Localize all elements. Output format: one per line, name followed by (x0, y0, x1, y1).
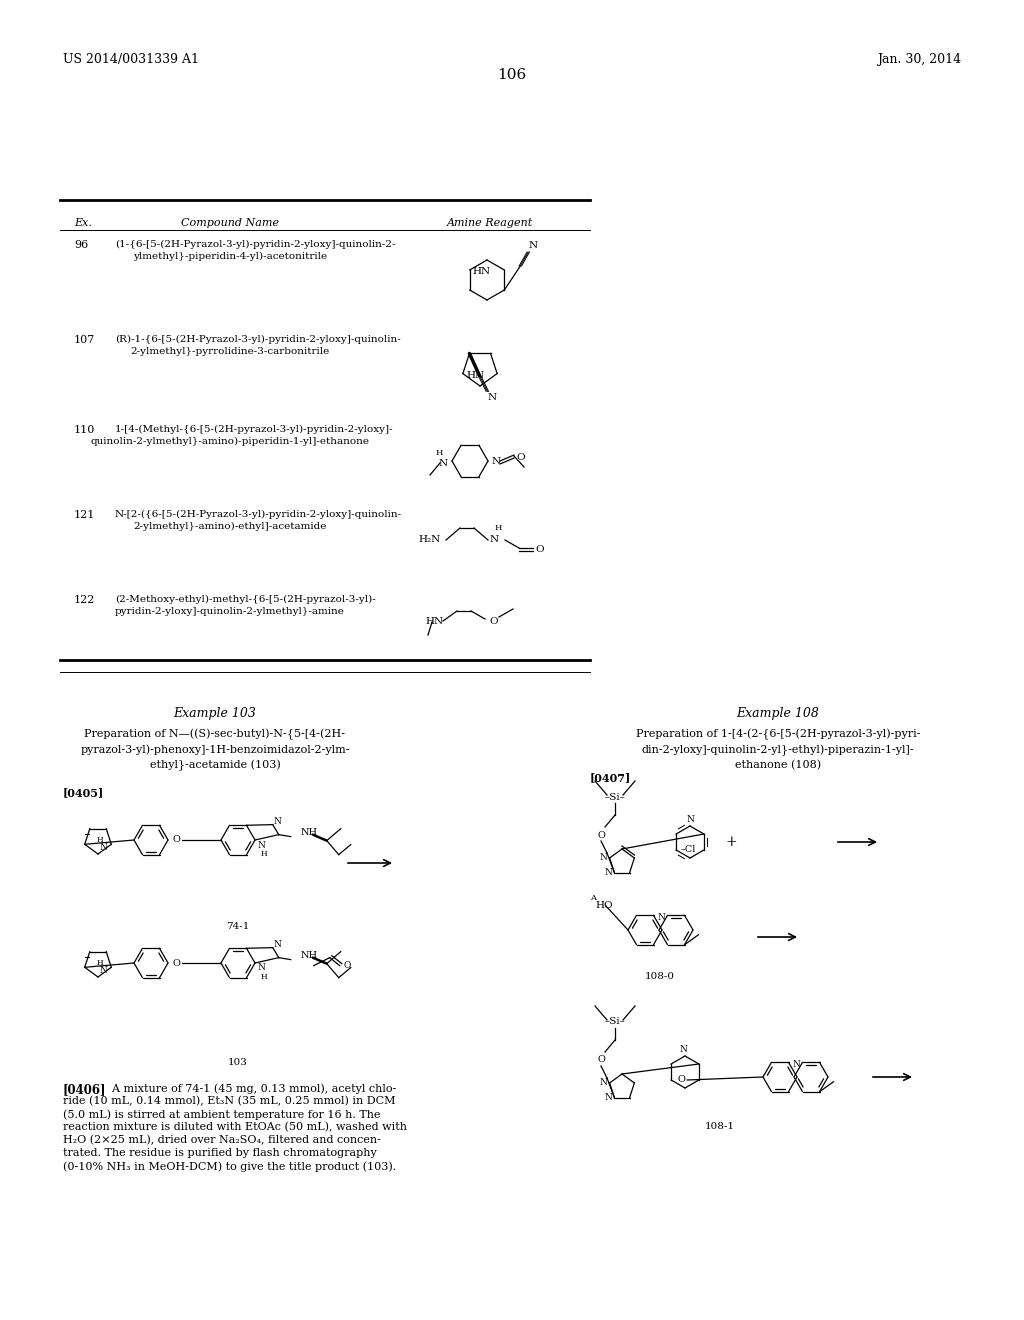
Text: N: N (492, 457, 501, 466)
Text: pyridin-2-yloxy]-quinolin-2-ylmethyl}-amine: pyridin-2-yloxy]-quinolin-2-ylmethyl}-am… (115, 607, 345, 616)
Text: US 2014/0031339 A1: US 2014/0031339 A1 (63, 53, 199, 66)
Text: O: O (597, 1056, 605, 1064)
Text: (0-10% NH₃ in MeOH-DCM) to give the title product (103).: (0-10% NH₃ in MeOH-DCM) to give the titl… (63, 1162, 396, 1172)
Text: N: N (679, 1045, 687, 1053)
Text: H: H (97, 837, 103, 845)
Text: H: H (261, 850, 267, 858)
Text: ylmethyl}-piperidin-4-yl)-acetonitrile: ylmethyl}-piperidin-4-yl)-acetonitrile (133, 252, 327, 261)
Text: Preparation of 1-[4-(2-{6-[5-(2H-pyrazol-3-yl)-pyri-
din-2-yloxy]-quinolin-2-yl}: Preparation of 1-[4-(2-{6-[5-(2H-pyrazol… (636, 729, 921, 771)
Text: quinolin-2-ylmethyl}-amino)-piperidin-1-yl]-ethanone: quinolin-2-ylmethyl}-amino)-piperidin-1-… (90, 437, 370, 446)
Text: 2-ylmethyl}-amino)-ethyl]-acetamide: 2-ylmethyl}-amino)-ethyl]-acetamide (133, 521, 327, 531)
Text: Compound Name: Compound Name (181, 218, 279, 228)
Text: 1-[4-(Methyl-{6-[5-(2H-pyrazol-3-yl)-pyridin-2-yloxy]-: 1-[4-(Methyl-{6-[5-(2H-pyrazol-3-yl)-pyr… (115, 425, 393, 434)
Text: Jan. 30, 2014: Jan. 30, 2014 (877, 53, 961, 66)
Text: H: H (97, 960, 103, 968)
Text: –Si–: –Si– (604, 1018, 626, 1027)
Text: O: O (516, 453, 524, 462)
Text: O: O (489, 616, 498, 626)
Text: HO: HO (595, 902, 612, 911)
Text: N: N (528, 242, 538, 249)
Text: 108-0: 108-0 (645, 972, 675, 981)
Text: HN: HN (425, 616, 443, 626)
Text: N: N (99, 843, 108, 851)
Text: HN: HN (472, 267, 490, 276)
Text: O: O (172, 958, 180, 968)
Text: N: N (657, 912, 666, 921)
Text: 122: 122 (74, 595, 95, 605)
Text: H: H (495, 524, 502, 532)
Text: N: N (273, 817, 282, 826)
Text: [0406]: [0406] (63, 1082, 106, 1096)
Text: O: O (677, 1076, 685, 1085)
Text: N: N (273, 940, 282, 949)
Text: H₂N: H₂N (418, 536, 440, 544)
Text: N: N (686, 814, 694, 824)
Text: N: N (600, 854, 607, 862)
Text: 106: 106 (498, 69, 526, 82)
Text: N: N (487, 393, 497, 403)
Text: N: N (793, 1060, 801, 1069)
Text: (2-Methoxy-ethyl)-methyl-{6-[5-(2H-pyrazol-3-yl)-: (2-Methoxy-ethyl)-methyl-{6-[5-(2H-pyraz… (115, 595, 376, 605)
Text: 96: 96 (74, 240, 88, 249)
Text: –Si–: –Si– (604, 792, 626, 801)
Text: +: + (725, 836, 737, 849)
Text: N: N (258, 964, 266, 973)
Text: O: O (172, 836, 180, 845)
Text: O: O (344, 961, 351, 970)
Text: N: N (604, 1093, 612, 1102)
Text: (5.0 mL) is stirred at ambient temperature for 16 h. The: (5.0 mL) is stirred at ambient temperatu… (63, 1109, 381, 1119)
Text: –Cl: –Cl (680, 846, 695, 854)
Text: O: O (597, 830, 605, 840)
Text: N: N (258, 841, 266, 850)
Text: H: H (435, 449, 442, 457)
Text: Preparation of N—((S)-sec-butyl)-N-{5-[4-(2H-
pyrazol-3-yl)-phenoxy]-1H-benzoimi: Preparation of N—((S)-sec-butyl)-N-{5-[4… (80, 729, 350, 771)
Text: HN: HN (466, 371, 484, 380)
Text: [0407]: [0407] (590, 772, 631, 783)
Text: ride (10 mL, 0.14 mmol), Et₃N (35 mL, 0.25 mmol) in DCM: ride (10 mL, 0.14 mmol), Et₃N (35 mL, 0.… (63, 1096, 395, 1106)
Text: 107: 107 (74, 335, 95, 345)
Text: Example 103: Example 103 (173, 708, 256, 719)
Text: N: N (600, 1078, 607, 1088)
Text: 74-1: 74-1 (226, 921, 250, 931)
Text: N: N (604, 869, 612, 876)
Text: A mixture of 74-1 (45 mg, 0.13 mmol), acetyl chlo-: A mixture of 74-1 (45 mg, 0.13 mmol), ac… (105, 1082, 396, 1093)
Text: N-[2-({6-[5-(2H-Pyrazol-3-yl)-pyridin-2-yloxy]-quinolin-: N-[2-({6-[5-(2H-Pyrazol-3-yl)-pyridin-2-… (115, 510, 402, 519)
Text: 2-ylmethyl}-pyrrolidine-3-carbonitrile: 2-ylmethyl}-pyrrolidine-3-carbonitrile (130, 347, 330, 356)
Text: H: H (261, 973, 267, 981)
Text: Ex.: Ex. (74, 218, 92, 228)
Text: NH: NH (301, 828, 317, 837)
Text: H₂O (2×25 mL), dried over Na₂SO₄, filtered and concen-: H₂O (2×25 mL), dried over Na₂SO₄, filter… (63, 1135, 381, 1146)
Text: (1-{6-[5-(2H-Pyrazol-3-yl)-pyridin-2-yloxy]-quinolin-2-: (1-{6-[5-(2H-Pyrazol-3-yl)-pyridin-2-ylo… (115, 240, 395, 249)
Text: Example 108: Example 108 (736, 708, 819, 719)
Text: [0405]: [0405] (63, 787, 104, 799)
Text: 108-1: 108-1 (705, 1122, 735, 1131)
Text: N: N (99, 966, 108, 975)
Text: 110: 110 (74, 425, 95, 436)
Text: N: N (490, 536, 499, 544)
Text: reaction mixture is diluted with EtOAc (50 mL), washed with: reaction mixture is diluted with EtOAc (… (63, 1122, 407, 1133)
Text: 103: 103 (228, 1059, 248, 1067)
Text: (R)-1-{6-[5-(2H-Pyrazol-3-yl)-pyridin-2-yloxy]-quinolin-: (R)-1-{6-[5-(2H-Pyrazol-3-yl)-pyridin-2-… (115, 335, 400, 345)
Text: NH: NH (301, 952, 317, 960)
Text: N: N (439, 458, 449, 467)
Text: O: O (535, 545, 544, 554)
Text: 121: 121 (74, 510, 95, 520)
Text: Amine Reagent: Amine Reagent (446, 218, 534, 228)
Text: trated. The residue is purified by flash chromatography: trated. The residue is purified by flash… (63, 1148, 377, 1158)
Text: A: A (590, 894, 596, 902)
